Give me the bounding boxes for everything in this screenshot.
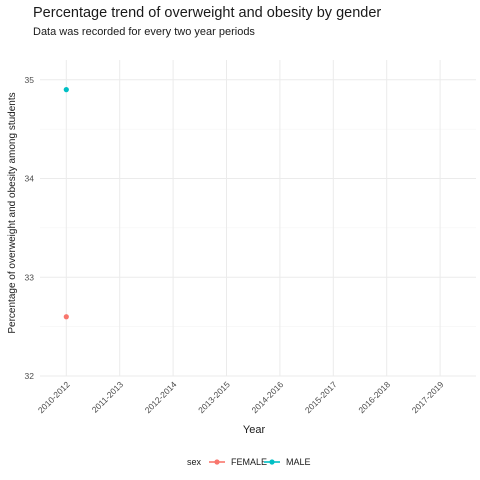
legend-key-point [269,459,275,465]
legend-label: MALE [286,457,311,467]
legend-key-point [214,459,220,465]
legend-label: FEMALE [231,457,267,467]
y-tick-label: 34 [25,174,35,184]
x-tick-label: 2013-2015 [196,379,232,415]
chart-subtitle: Data was recorded for every two year per… [33,26,255,38]
x-tick-label: 2017-2019 [410,379,446,415]
data-point-male [63,87,69,93]
y-tick-label: 32 [25,371,35,381]
x-tick-label: 2010-2012 [36,379,72,415]
data-points [63,87,69,320]
chart-title: Percentage trend of overweight and obesi… [33,5,381,21]
data-point-female [63,314,69,320]
y-tick-labels: 32 33 34 35 [25,75,35,381]
y-axis-title: Percentage of overweight and obesity amo… [7,92,18,333]
y-tick-label: 35 [25,75,35,85]
grid-major [40,60,476,377]
legend-title: sex [187,457,202,467]
legend: sex FEMALE MALE [187,457,311,467]
y-tick-label: 33 [25,272,35,282]
x-tick-label: 2014-2016 [249,379,285,415]
grid-minor [40,128,476,327]
x-tick-label: 2012-2014 [143,379,179,415]
x-tick-label: 2011-2013 [90,379,126,415]
x-tick-label: 2015-2017 [303,379,339,415]
x-tick-labels: 2010-2012 2011-2013 2012-2014 2013-2015 2014… [36,379,446,415]
plot-panel [40,60,476,377]
x-axis-title: Year [243,424,266,436]
x-tick-label: 2016-2018 [356,379,392,415]
